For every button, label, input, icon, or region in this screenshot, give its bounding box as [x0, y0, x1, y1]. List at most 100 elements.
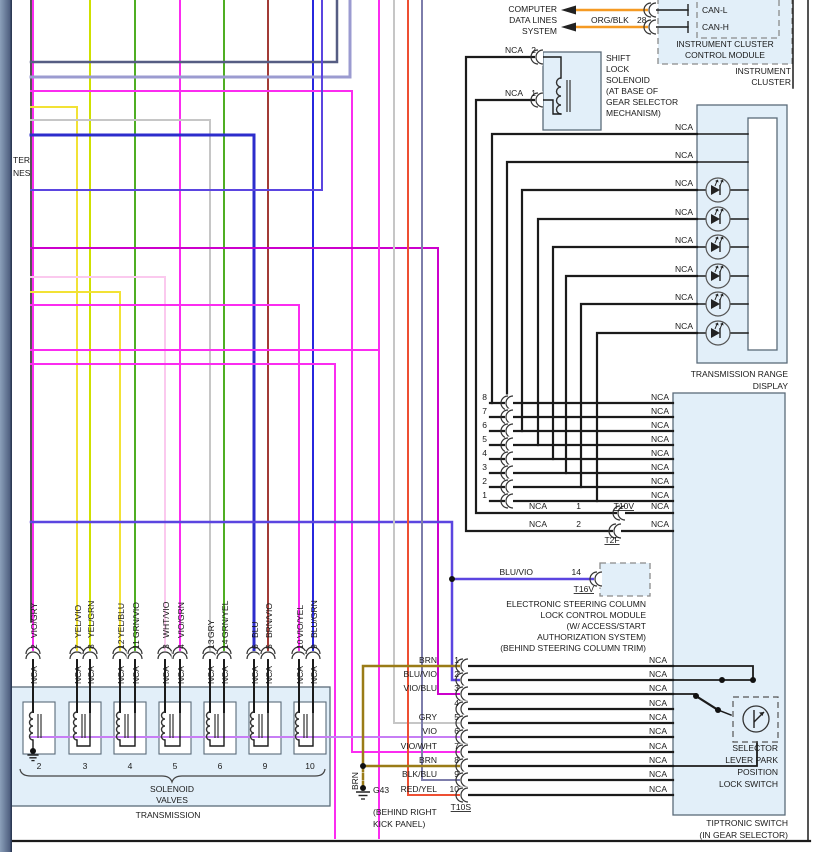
- t2f-nca: NCA: [529, 519, 547, 529]
- tiptronic-pin-number: 7: [454, 741, 459, 751]
- led-indicator-icon: [705, 291, 731, 317]
- tiptronic-pin-nca: NCA: [649, 726, 667, 736]
- coil-icon: [160, 711, 166, 741]
- solenoid-nca: NCA: [86, 666, 96, 684]
- shift-lock-solenoid-label: MECHANISM): [606, 108, 661, 118]
- wire-solenoid-int: [76, 701, 91, 747]
- wire-display-nca: [551, 245, 699, 461]
- wire-display-nca: [505, 160, 699, 419]
- solenoid-pin-number: 8: [86, 644, 96, 649]
- wire-solenoid-int: [209, 701, 225, 747]
- park-lock-switch-label: LEVER PARK: [725, 755, 778, 765]
- stack-pin-nca: NCA: [651, 462, 669, 472]
- t10v-nca: NCA: [529, 501, 547, 511]
- wire-display-nca: [579, 302, 699, 489]
- clipped-edge-text: TER: [13, 155, 30, 165]
- tiptronic-pin-nca: NCA: [649, 712, 667, 722]
- instrument-cluster-label: INSTRUMENT: [735, 66, 791, 76]
- solenoid-nca: NCA: [131, 666, 141, 684]
- solenoid-wire-color: YEL/VIO: [73, 605, 83, 638]
- stack-pin-nca: NCA: [651, 406, 669, 416]
- tiptronic-pin-number: 3: [454, 683, 459, 693]
- display-row-nca: NCA: [675, 321, 693, 331]
- tiptronic-pin-nca: NCA: [649, 683, 667, 693]
- junction-dot: [360, 785, 366, 791]
- solenoid-wire-color: GRY: [206, 619, 216, 638]
- stack-pin-nca: NCA: [651, 476, 669, 486]
- junction-dot: [360, 763, 366, 769]
- ground-icon: [356, 791, 370, 800]
- junction-dot: [719, 677, 725, 683]
- instrument-cluster-control-module-label: INSTRUMENT CLUSTER: [676, 39, 774, 49]
- wire-display-nca: [564, 274, 699, 475]
- solenoid-nca: NCA: [309, 666, 319, 684]
- tiptronic-switch-label: TIPTRONIC SWITCH: [706, 818, 788, 828]
- solenoid-nca: NCA: [161, 666, 171, 684]
- stack-pin-number: 1: [482, 490, 487, 500]
- computer-data-lines-system-label: SYSTEM: [522, 26, 557, 36]
- solenoid-wire-color: BLU/GRN: [309, 600, 319, 638]
- park-lock-switch-label: LOCK SWITCH: [719, 779, 778, 789]
- escl-module-label: (BEHIND STEERING COLUMN TRIM): [500, 643, 646, 653]
- display-row-nca: NCA: [675, 264, 693, 274]
- wire-gry-tiptronic: [393, 0, 463, 724]
- tiptronic-pin-number: 6: [454, 726, 459, 736]
- escl-module-label: (W/ ACCESS/START: [566, 621, 646, 631]
- connector-arc-icon: [643, 18, 657, 36]
- wire-blu-vio-up: [30, 0, 323, 191]
- shift-lock-nca: NCA: [505, 88, 523, 98]
- wire-switch-pin1: [672, 665, 754, 681]
- led-indicator-icon: [705, 177, 731, 203]
- stack-pin-nca: NCA: [651, 490, 669, 500]
- coil-icon: [72, 711, 78, 741]
- shift-lock-solenoid-label: SHIFT: [606, 53, 631, 63]
- clipped-edge-text: NES: [13, 168, 31, 178]
- escl-wire-color: BLU/VIO: [499, 567, 533, 577]
- connector-arc-icon: [215, 646, 233, 660]
- solenoid-nca: NCA: [264, 666, 274, 684]
- shift-lock-pin: 2: [531, 45, 536, 55]
- tiptronic-pin-number: 2: [454, 669, 459, 679]
- connector-arc-icon: [612, 504, 626, 522]
- t10s-connector: T10S: [451, 802, 472, 812]
- junction-dot: [30, 748, 36, 754]
- tiptronic-pin-nca: NCA: [649, 655, 667, 665]
- tiptronic-pin-number: 9: [454, 769, 459, 779]
- solenoid-nca: NCA: [29, 666, 39, 684]
- tiptronic-pin-number: 8: [454, 755, 459, 765]
- org-blk-label: ORG/BLK: [591, 15, 629, 25]
- connector-arc-icon: [530, 91, 544, 109]
- wire-wht-vio: [30, 276, 166, 653]
- solenoid-pin-number: 10: [295, 639, 305, 649]
- tiptronic-pin-nca: NCA: [649, 741, 667, 751]
- org-blk-pin: 28: [637, 15, 647, 25]
- display-row-nca: NCA: [675, 150, 693, 160]
- connector-arc-icon: [608, 522, 622, 540]
- park-lock-switch-label: POSITION: [737, 767, 778, 777]
- led-indicator-icon: [705, 320, 731, 346]
- tiptronic-wire-color: VIO/WHT: [401, 741, 437, 751]
- junction-dot: [750, 677, 756, 683]
- solenoid-nca: NCA: [295, 666, 305, 684]
- park-switch-icon: [742, 705, 770, 733]
- wire-vio-yel: [30, 304, 300, 653]
- solenoid-valve-number: 5: [173, 761, 178, 771]
- solenoid-wire-color: WHT/VIO: [161, 601, 171, 638]
- solenoid-wire-color: YEL/GRN: [86, 601, 96, 638]
- box-tiptronic-switch: [672, 392, 786, 816]
- solenoid-pin-number: 11: [131, 640, 141, 649]
- window-edge-strip: [0, 0, 11, 852]
- stack-pin-number: 2: [482, 476, 487, 486]
- stack-pin-number: 3: [482, 462, 487, 472]
- coil-icon: [294, 711, 300, 741]
- solenoid-pin-number: 2: [29, 644, 39, 649]
- computer-data-lines-system-label: DATA LINES: [509, 15, 557, 25]
- wire-switch-pin8: [672, 741, 758, 767]
- window-edge-line: [10, 0, 12, 852]
- tiptronic-wire-color: VIO/BLU: [403, 683, 437, 693]
- coil-icon: [28, 711, 34, 741]
- stack-pin-number: 7: [482, 406, 487, 416]
- solenoid-wire-color: BRN/VIO: [264, 603, 274, 638]
- can-l-label: CAN-L: [702, 5, 728, 15]
